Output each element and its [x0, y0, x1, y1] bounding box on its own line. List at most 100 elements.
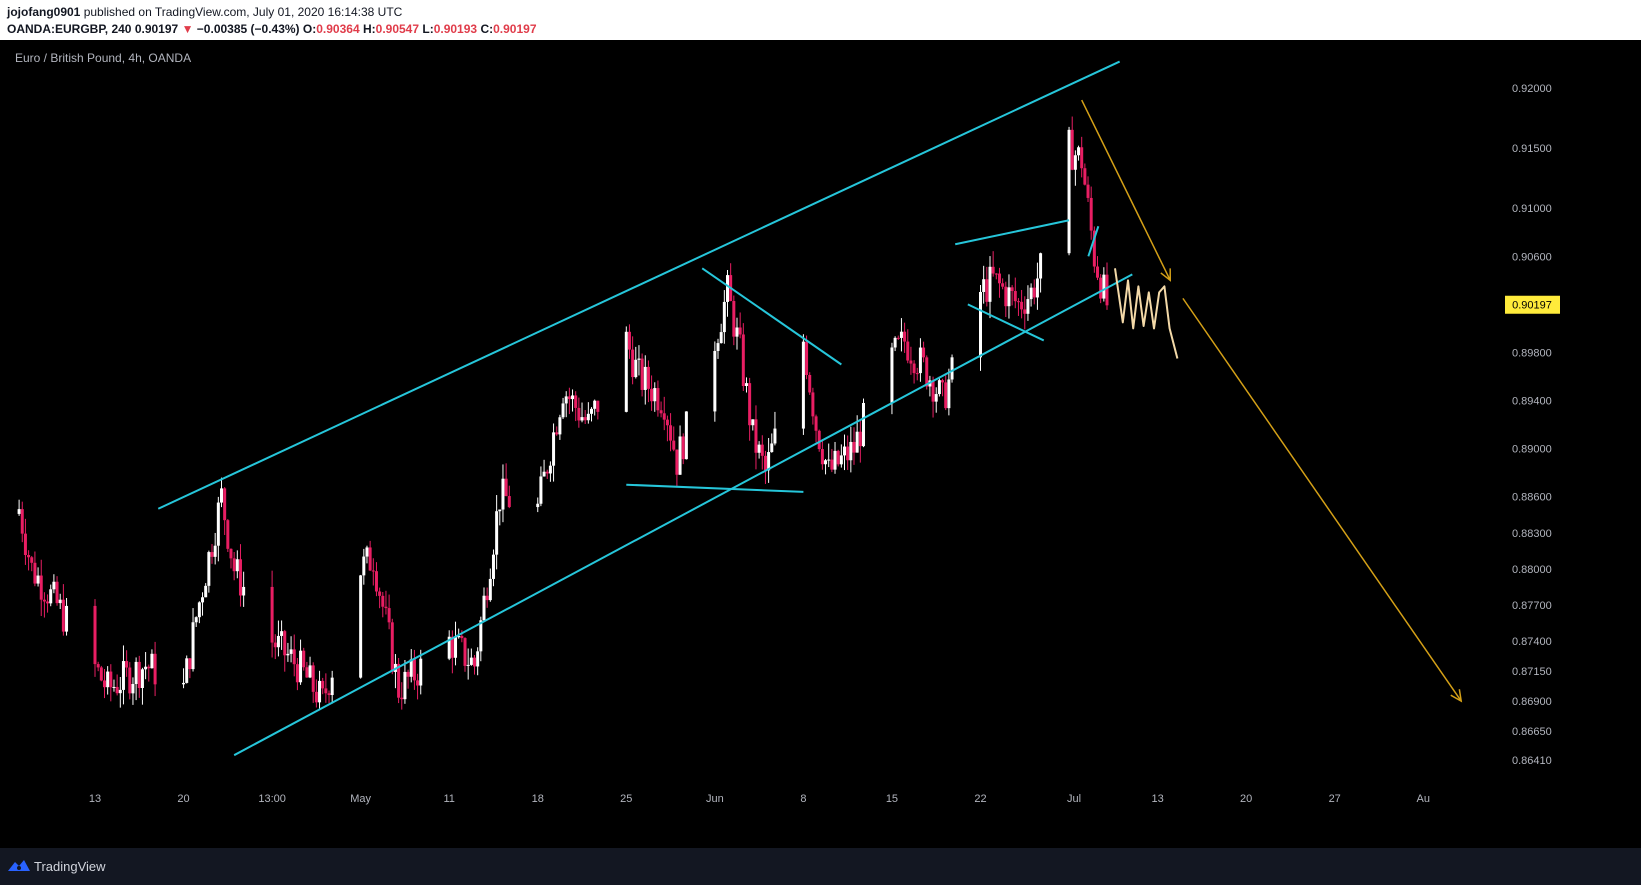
candle-body — [1070, 129, 1074, 170]
candle-body — [327, 693, 331, 696]
last-price: 0.90197 — [134, 22, 179, 36]
candle-body — [504, 478, 508, 497]
y-tick-label: 0.89400 — [1512, 396, 1552, 408]
price-change: −0.00385 (−0.43%) — [196, 22, 300, 36]
candle-body — [1102, 274, 1106, 299]
candle-body — [890, 347, 894, 403]
candle-body — [925, 357, 929, 387]
candle-body — [1086, 184, 1090, 198]
candle-body — [501, 478, 505, 510]
candle-body — [577, 407, 581, 421]
candle-body — [820, 449, 824, 465]
candle-body — [147, 666, 151, 669]
candle-body — [735, 327, 739, 337]
candle-body — [409, 659, 413, 677]
candle-body — [276, 635, 280, 648]
tradingview-brand[interactable]: TradingView — [34, 859, 106, 874]
candle-body — [646, 366, 650, 389]
candle-body — [732, 301, 736, 337]
candle-body — [574, 395, 578, 408]
candle-body — [1007, 287, 1011, 307]
candle-body — [763, 455, 767, 471]
trendline-flag — [1087, 225, 1100, 257]
candle-body — [106, 671, 110, 688]
y-tick-label: 0.88000 — [1512, 564, 1552, 576]
candle-body — [593, 400, 597, 409]
candle-body — [722, 301, 726, 333]
y-tick-label: 0.91500 — [1512, 143, 1552, 155]
candle-body — [485, 595, 489, 601]
candle-body — [545, 471, 549, 474]
candle-body — [634, 359, 638, 378]
candle-body — [808, 375, 812, 393]
close-label: C: — [480, 22, 494, 36]
candle-body — [858, 431, 862, 447]
last-price-marker — [1505, 295, 1560, 314]
candle-body — [295, 664, 299, 683]
candle-body — [583, 417, 587, 421]
candle-body — [805, 341, 809, 376]
author-name[interactable]: jojofang0901 — [7, 5, 81, 19]
candle-body — [58, 599, 62, 604]
candle-body — [1032, 287, 1036, 298]
candle-body — [719, 332, 723, 344]
candle-body — [115, 686, 119, 694]
candle-body — [1099, 277, 1103, 299]
candle-body — [469, 657, 473, 665]
candle-body — [125, 661, 129, 668]
projection-arrow-2 — [1182, 297, 1462, 702]
price-chart[interactable]: 0.92000 0.91500 0.91000 0.90600 0.89800 0.894… — [0, 40, 1641, 848]
candle-body — [270, 586, 274, 643]
candle-body — [580, 417, 584, 421]
candle-body — [473, 657, 476, 667]
candle-body — [191, 622, 195, 670]
candle-body — [912, 363, 916, 374]
x-tick-label: 13 — [1151, 793, 1163, 805]
candle-body — [839, 455, 843, 465]
candle-body — [627, 331, 631, 350]
trendline-channel-top — [157, 60, 1121, 510]
candle-body — [374, 571, 378, 592]
candle-body — [99, 667, 103, 681]
candle-body — [466, 664, 470, 666]
candle-body — [242, 586, 246, 596]
candle-body — [811, 392, 815, 417]
candle-body — [1020, 301, 1024, 310]
candle-body — [419, 658, 423, 686]
candle-body — [1010, 287, 1014, 292]
candle-body — [52, 581, 56, 590]
candle-body — [1004, 286, 1008, 307]
candle-body — [849, 441, 853, 461]
candle-body — [716, 343, 720, 351]
candle-body — [542, 471, 546, 477]
x-tick-label: 20 — [1240, 793, 1252, 805]
open-label: O: — [302, 22, 317, 36]
candle-body — [365, 547, 369, 557]
projection-arrowhead-icon — [1160, 268, 1172, 282]
candle-body — [830, 459, 834, 470]
chart-header: jojofang0901 published on TradingView.co… — [0, 0, 1641, 40]
candle-body — [1092, 230, 1096, 267]
candle-body — [65, 605, 69, 632]
candle-body — [33, 562, 37, 584]
candle-body — [571, 395, 575, 400]
candle-body — [330, 677, 334, 696]
chart-canvas[interactable]: 0.92000 0.91500 0.91000 0.90600 0.89800 0.894… — [0, 40, 1641, 848]
x-tick-label: Jun — [706, 793, 724, 805]
candle-body — [204, 585, 208, 598]
candle-body — [713, 350, 717, 412]
footer-bar: TradingView — [0, 848, 1641, 885]
candle-body — [991, 266, 995, 274]
y-tick-label: 0.89000 — [1512, 444, 1552, 456]
candle-body — [1001, 283, 1005, 287]
candle-body — [359, 575, 363, 678]
candle-body — [757, 444, 761, 453]
candle-body — [406, 671, 410, 677]
candle-body — [1023, 309, 1027, 314]
symbol-label: OANDA:EURGBP, 240 — [7, 22, 132, 36]
y-tick-label: 0.86900 — [1512, 696, 1552, 708]
tradingview-logo-icon[interactable] — [7, 857, 31, 873]
trendline-wedge-bottom — [967, 303, 1045, 342]
candle-body — [400, 697, 404, 700]
candle-body — [861, 402, 865, 447]
